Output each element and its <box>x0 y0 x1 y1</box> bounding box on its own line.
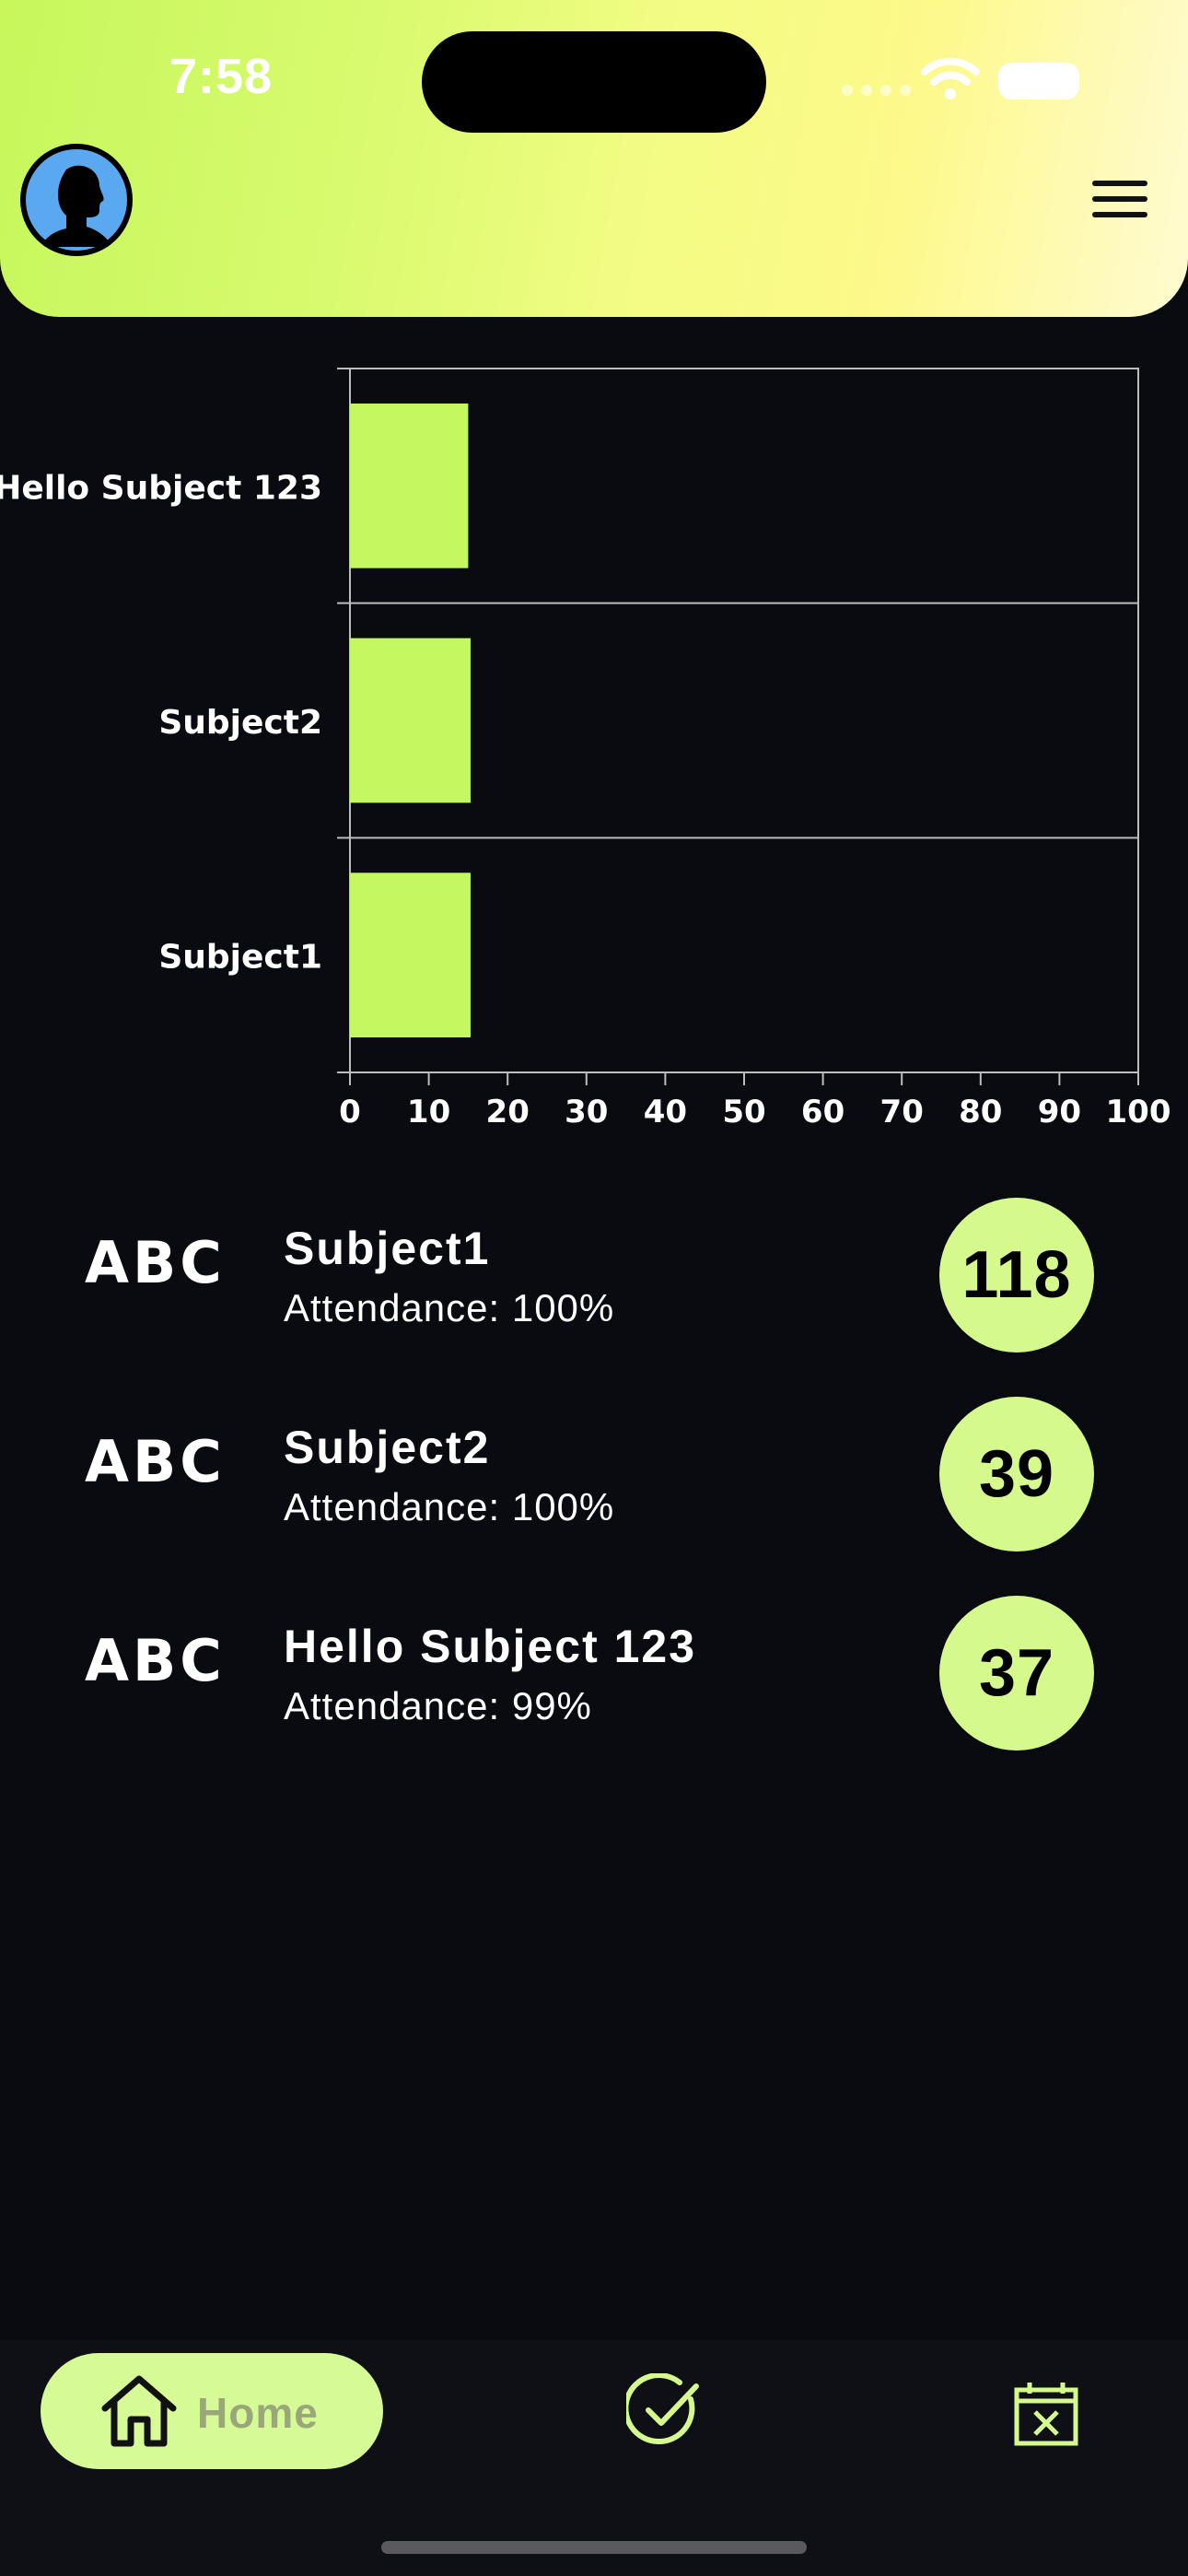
bottom-nav: Home <box>0 2340 1188 2576</box>
count-badge: 118 <box>939 1198 1094 1352</box>
nav-home-label: Home <box>197 2389 319 2437</box>
count-badge: 39 <box>939 1397 1094 1551</box>
svg-text:ABC: ABC <box>85 1631 223 1686</box>
status-time: 7:58 <box>169 49 274 104</box>
subject-name: Subject1 <box>284 1223 491 1274</box>
subject-name: Hello Subject 123 <box>284 1621 697 1672</box>
abc-icon: ABC <box>85 1233 223 1288</box>
chart-category-label: Subject2 <box>158 704 322 742</box>
chart-tick-label: 30 <box>565 1094 608 1130</box>
dynamic-island <box>422 31 766 133</box>
subject-attendance: Attendance: 99% <box>284 1684 592 1727</box>
home-indicator <box>381 2541 807 2554</box>
svg-text:ABC: ABC <box>85 1432 223 1487</box>
chart-tick-label: 50 <box>722 1094 765 1130</box>
app-header: 7:58 <box>0 0 1188 317</box>
wifi-icon <box>921 57 980 100</box>
svg-text:ABC: ABC <box>85 1233 223 1288</box>
abc-icon: ABC <box>85 1432 223 1487</box>
chart-tick-label: 10 <box>407 1094 450 1130</box>
list-item[interactable]: ABC Hello Subject 123 Attendance: 99% 37 <box>0 1587 1188 1752</box>
chart-tick-label: 100 <box>1106 1094 1171 1130</box>
chart-svg: Hello Subject 123 Subject2 Subject1 0 10 20 30… <box>0 368 1171 1130</box>
chart-tick-label: 20 <box>486 1094 530 1130</box>
nav-home-button[interactable]: Home <box>41 2353 383 2469</box>
calendar-x-icon[interactable] <box>1013 2381 1079 2447</box>
chart-tick-label: 40 <box>644 1094 687 1130</box>
chart-bar <box>350 872 471 1037</box>
chart-bar <box>350 638 471 803</box>
subject-attendance: Attendance: 100% <box>284 1286 615 1329</box>
chart-tick-label: 80 <box>959 1094 1002 1130</box>
home-icon <box>101 2375 177 2447</box>
list-item[interactable]: ABC Subject1 Attendance: 100% 118 <box>0 1188 1188 1354</box>
chart-tick-label: 70 <box>880 1094 924 1130</box>
chart-tick-label: 0 <box>339 1094 361 1130</box>
chart-category-label: Subject1 <box>158 939 322 977</box>
abc-icon: ABC <box>85 1631 223 1686</box>
chart-tick-label: 60 <box>801 1094 844 1130</box>
hamburger-menu-icon[interactable] <box>1092 181 1147 221</box>
battery-icon <box>998 63 1079 100</box>
chart-tick-label: 90 <box>1038 1094 1081 1130</box>
subject-name: Subject2 <box>284 1422 491 1473</box>
chart-category-label: Hello Subject 123 <box>0 469 322 507</box>
list-item[interactable]: ABC Subject2 Attendance: 100% 39 <box>0 1388 1188 1553</box>
count-badge: 37 <box>939 1596 1094 1751</box>
subject-attendance: Attendance: 100% <box>284 1485 615 1528</box>
cellular-signal-icon <box>842 85 911 96</box>
check-circle-icon[interactable] <box>626 2373 704 2451</box>
chart-bar <box>350 404 469 568</box>
attendance-bar-chart: Hello Subject 123 Subject2 Subject1 0 10 20 30… <box>0 350 1188 1142</box>
user-avatar-icon[interactable] <box>20 144 133 256</box>
